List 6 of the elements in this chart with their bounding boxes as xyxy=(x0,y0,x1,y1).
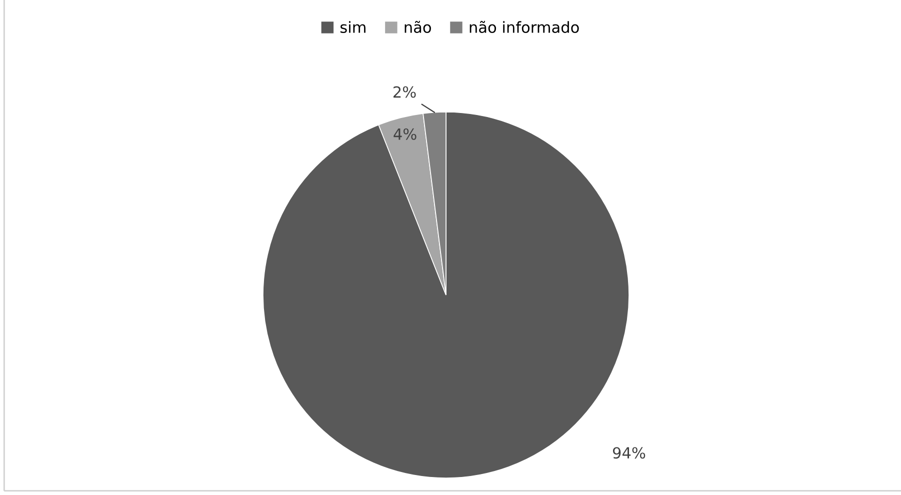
data-label: 4% xyxy=(394,128,416,140)
legend-label: não informado xyxy=(470,20,579,33)
legend-label: sim xyxy=(340,21,366,33)
legend-label: não xyxy=(404,20,431,33)
data-label: 2% xyxy=(394,86,416,98)
data-label: 94% xyxy=(612,447,646,459)
